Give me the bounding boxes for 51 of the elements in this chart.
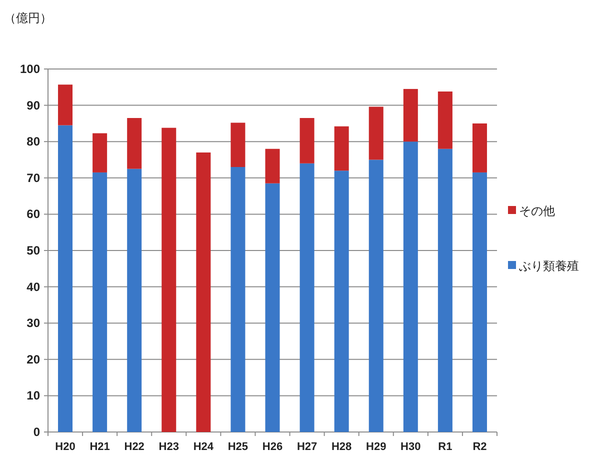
x-tick-label: H28 — [331, 441, 352, 453]
y-tick-label: 20 — [26, 352, 40, 366]
bar — [196, 152, 211, 432]
legend-label: その他 — [519, 204, 555, 218]
x-tick-label: H23 — [158, 441, 179, 453]
bar — [162, 128, 176, 432]
bar — [58, 125, 73, 432]
bar — [58, 84, 73, 126]
bar — [92, 172, 108, 432]
bar — [368, 160, 384, 432]
y-tick-label: 30 — [26, 316, 40, 330]
bar — [438, 148, 452, 432]
y-tick-label: 90 — [26, 98, 40, 112]
y-tick-label: 70 — [26, 170, 40, 185]
bar — [438, 92, 452, 149]
legend-label: ぶり類養殖 — [519, 259, 579, 273]
bar — [403, 88, 418, 142]
x-tick-label: R2 — [472, 441, 487, 453]
x-tick-label: H29 — [366, 441, 386, 453]
y-tick-label: 60 — [26, 207, 40, 222]
bar — [472, 172, 487, 432]
y-tick-label: 80 — [26, 134, 40, 149]
y-tick-label: 10 — [26, 388, 40, 403]
bar — [300, 118, 314, 164]
bar — [265, 183, 280, 432]
bar — [92, 133, 108, 172]
bar — [334, 170, 349, 432]
x-tick-label: H25 — [228, 441, 248, 453]
x-tick-label: H30 — [400, 441, 421, 453]
x-tick-label: H24 — [193, 441, 214, 453]
y-tick-label: 50 — [26, 244, 40, 258]
y-tick-label: 100 — [20, 62, 40, 76]
bar — [265, 148, 280, 184]
y-tick-label: 40 — [26, 280, 40, 294]
x-tick-label: R1 — [438, 441, 452, 453]
x-tick-label: H27 — [296, 441, 318, 453]
y-axis-title: （億円） — [4, 11, 52, 25]
bar — [127, 168, 142, 432]
bar — [230, 167, 246, 432]
x-tick-label: H20 — [55, 441, 76, 453]
x-tick-label: H22 — [124, 441, 144, 453]
bar — [334, 126, 349, 171]
y-tick-label: 0 — [33, 425, 40, 439]
bar — [403, 142, 418, 432]
bar — [472, 123, 487, 172]
bar — [127, 118, 142, 169]
bar — [300, 163, 314, 432]
x-tick-label: H21 — [90, 441, 110, 453]
bar — [230, 122, 246, 168]
x-tick-label: H26 — [262, 441, 283, 453]
bar — [368, 106, 384, 160]
